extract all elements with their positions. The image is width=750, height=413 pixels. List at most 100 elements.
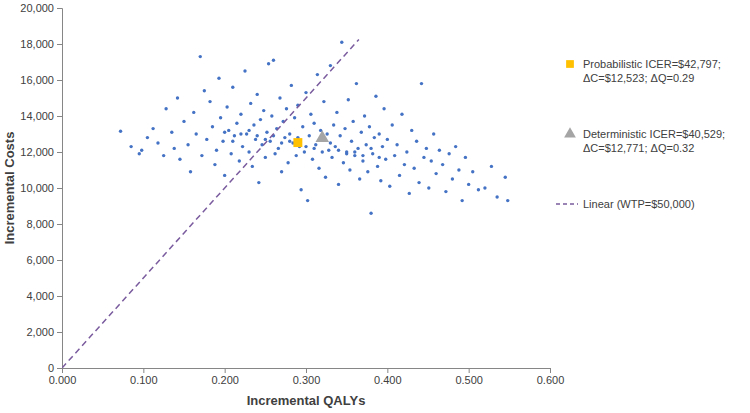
point (386, 138, 389, 141)
tick: 0.200 (211, 368, 239, 386)
tick-mark (57, 80, 62, 81)
series (293, 138, 302, 147)
y-axis-title: Incremental Costs (2, 132, 17, 245)
legend-item: Deterministic ICER=$40,529;ΔC=$12,771; Δ… (564, 127, 725, 154)
x-axis-title: Incremental QALYs (247, 393, 366, 408)
point (361, 154, 364, 157)
point (353, 154, 356, 157)
point (454, 145, 457, 148)
point (262, 109, 265, 112)
point (270, 114, 273, 117)
tick-label: 0.200 (211, 374, 239, 386)
tick: 16,000 (20, 74, 62, 86)
point (231, 140, 234, 143)
tick: 0.300 (293, 368, 321, 386)
point (227, 129, 230, 132)
point (304, 91, 307, 94)
point (324, 176, 327, 179)
tick-label: 0.000 (49, 374, 77, 386)
point (195, 132, 198, 135)
tick-label: 20,000 (20, 2, 54, 14)
chart: 0.0000.1000.2000.3000.4000.5000.60002,00… (0, 0, 750, 413)
point (393, 154, 396, 157)
point (239, 132, 242, 135)
point (405, 150, 408, 153)
point (371, 152, 374, 155)
point (329, 64, 332, 67)
line (62, 40, 359, 369)
legend-label-line: Deterministic ICER=$40,529; (583, 128, 725, 140)
point (286, 161, 289, 164)
legend-item: Linear (WTP=$50,000) (556, 198, 695, 210)
point (280, 141, 283, 144)
point (327, 149, 330, 152)
point (388, 185, 391, 188)
tick-label: 16,000 (20, 74, 54, 86)
point (364, 143, 367, 146)
tick-label: 12,000 (20, 146, 54, 158)
legend-swatch (566, 60, 574, 68)
tick-mark (306, 368, 307, 373)
legend-swatch (564, 127, 576, 137)
point (483, 186, 486, 189)
point (176, 96, 179, 99)
point (369, 147, 372, 150)
point (309, 113, 312, 116)
legend: Probabilistic ICER=$42,797;ΔC=$12,523; Δ… (556, 58, 725, 210)
point (342, 161, 345, 164)
point (257, 181, 260, 184)
point (249, 102, 252, 105)
point (329, 141, 332, 144)
point (417, 181, 420, 184)
point (299, 188, 302, 191)
point (243, 69, 246, 72)
point (403, 163, 406, 166)
point (338, 134, 341, 137)
point (247, 129, 250, 132)
tick-label: 18,000 (20, 38, 54, 50)
point (464, 156, 467, 159)
tick-mark (387, 368, 388, 373)
point (451, 177, 454, 180)
tick-label: 0.600 (537, 374, 565, 386)
point (293, 138, 302, 147)
point (251, 165, 254, 168)
tick: 12,000 (20, 146, 62, 158)
point (241, 145, 244, 148)
point (311, 158, 314, 161)
tick-label: 10,000 (20, 182, 54, 194)
point (427, 186, 430, 189)
point (420, 82, 423, 85)
point (345, 152, 348, 155)
point (353, 150, 356, 153)
point (273, 152, 276, 155)
legend-label-line: ΔC=$12,523; ΔQ=0.29 (583, 72, 694, 84)
series (119, 41, 510, 215)
tick-label: 6,000 (26, 254, 54, 266)
point (238, 159, 241, 162)
point (315, 130, 329, 142)
point (308, 134, 311, 137)
point (379, 179, 382, 182)
point (471, 170, 474, 173)
tick-mark (469, 368, 470, 373)
point (223, 174, 226, 177)
point (280, 170, 283, 173)
point (215, 149, 218, 152)
point (434, 172, 437, 175)
point (444, 190, 447, 193)
point (304, 145, 307, 148)
point (348, 168, 351, 171)
point (343, 127, 346, 130)
point (360, 131, 363, 134)
legend-item: Probabilistic ICER=$42,797;ΔC=$12,523; Δ… (566, 58, 721, 84)
point (506, 199, 509, 202)
point (233, 134, 236, 137)
point (173, 147, 176, 150)
point (208, 100, 211, 103)
point (278, 96, 281, 99)
tick: 0 (48, 362, 62, 374)
point (247, 150, 250, 153)
point (205, 138, 208, 141)
point (368, 125, 371, 128)
